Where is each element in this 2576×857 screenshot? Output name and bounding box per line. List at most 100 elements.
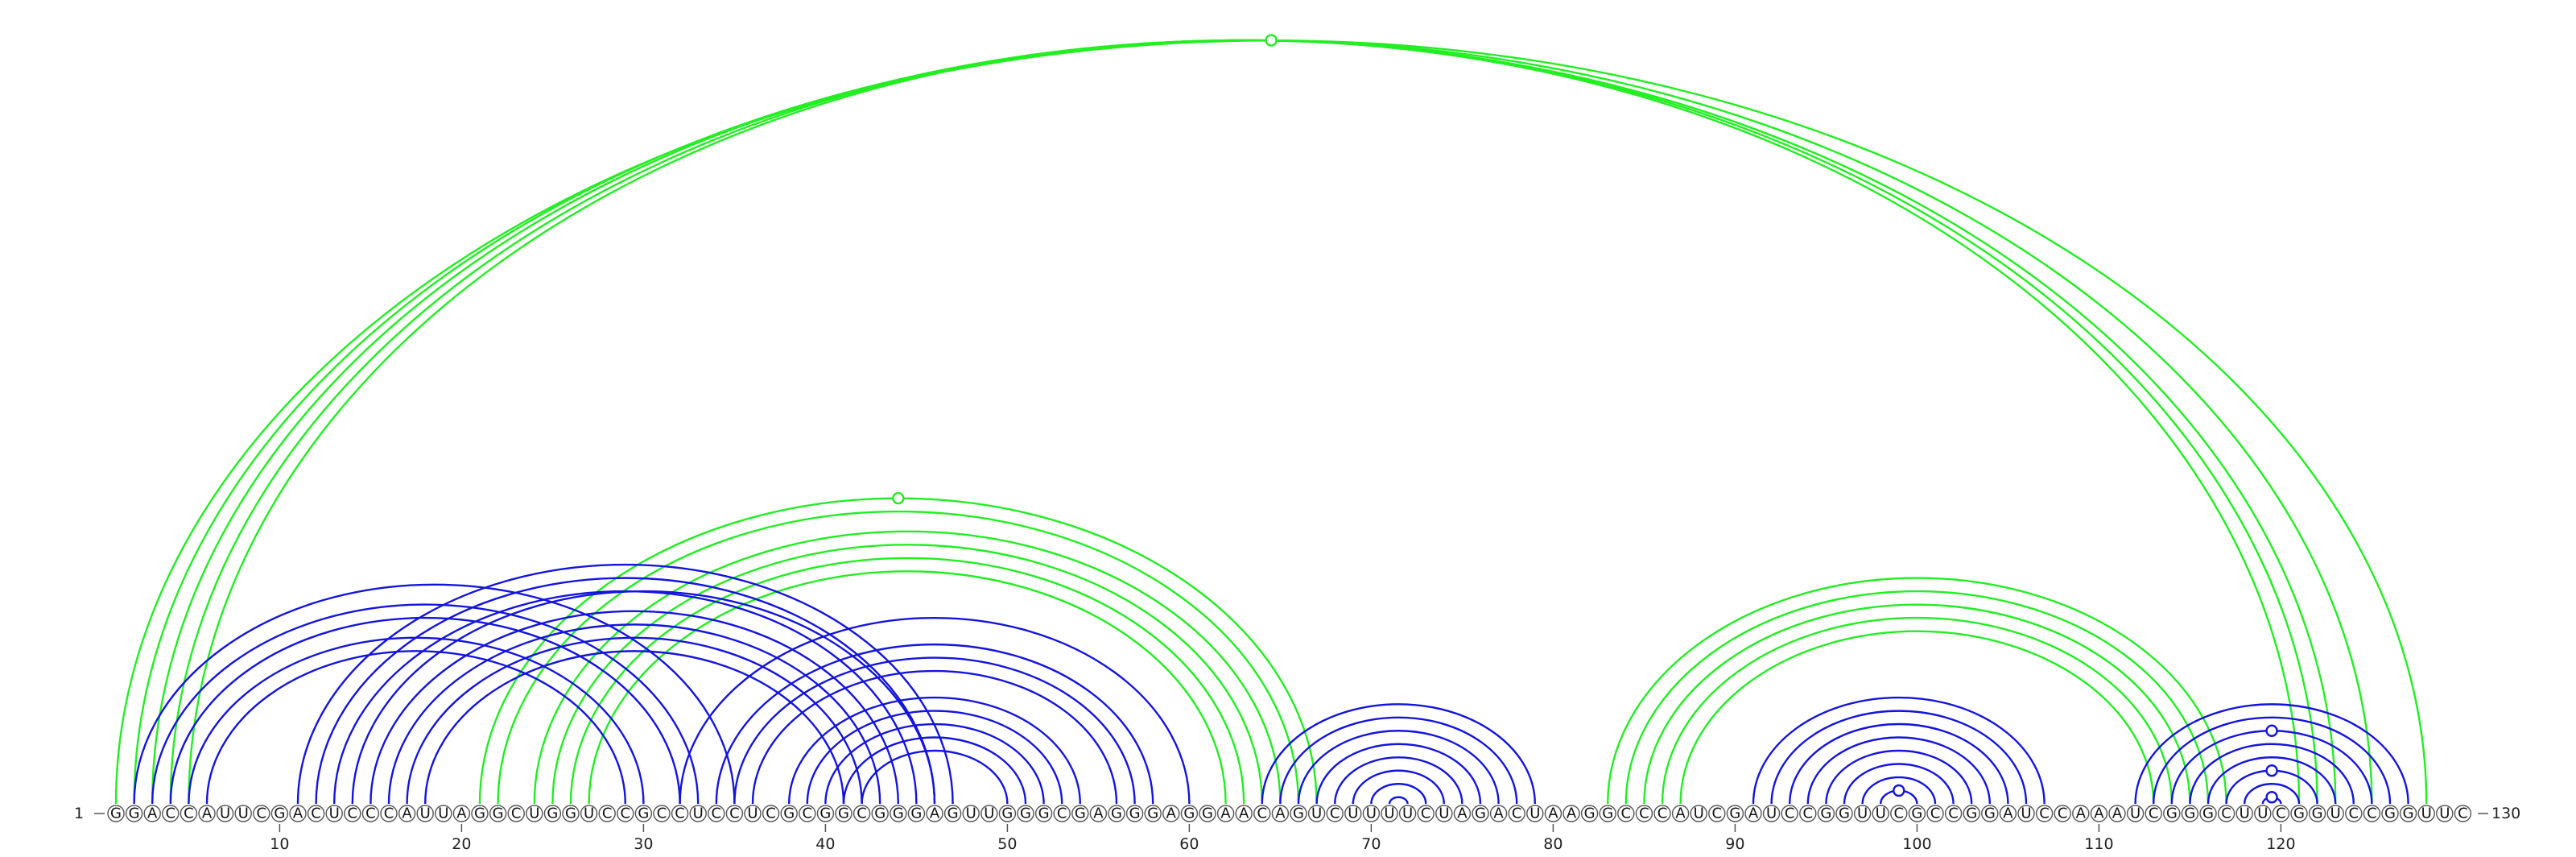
nucleotide: G bbox=[1835, 805, 1853, 822]
nucleotide-letter: A bbox=[1093, 805, 1104, 822]
nucleotide: U bbox=[2017, 805, 2035, 822]
arc-markers bbox=[892, 34, 2278, 804]
nucleotide-letter: G bbox=[2312, 805, 2323, 822]
nucleotide-letter: G bbox=[893, 805, 904, 822]
nucleotide-letter: C bbox=[2058, 805, 2068, 822]
nucleotide-circle bbox=[2217, 805, 2235, 822]
nucleotide-letter: U bbox=[1876, 805, 1886, 822]
nucleotide: U bbox=[216, 805, 234, 822]
nucleotide: A bbox=[1744, 805, 1762, 822]
nucleotide-circle bbox=[1726, 805, 1744, 822]
nucleotide-letter: G bbox=[947, 805, 959, 822]
nucleotide-circle bbox=[2235, 805, 2253, 822]
nucleotide-circle bbox=[180, 805, 198, 822]
nucleotide: G bbox=[1108, 805, 1125, 822]
nucleotide: U bbox=[2254, 805, 2272, 822]
nucleotide-circle bbox=[1926, 805, 1944, 822]
position-tick-label: 60 bbox=[1179, 835, 1199, 853]
nucleotide-letter: A bbox=[1493, 805, 1504, 822]
nucleotide: G bbox=[1981, 805, 1999, 822]
nucleotide-circle bbox=[526, 805, 543, 822]
nucleotide-letter: C bbox=[602, 805, 613, 822]
nucleotide-letter: G bbox=[274, 805, 285, 822]
nucleotide-letter: G bbox=[1020, 805, 1031, 822]
nucleotide: C bbox=[1708, 805, 1726, 822]
nucleotide-circle bbox=[799, 805, 816, 822]
nucleotide: A bbox=[1453, 805, 1472, 822]
nucleotide: G bbox=[2199, 805, 2217, 822]
nucleotide-letter: C bbox=[257, 805, 267, 822]
position-tick-label: 30 bbox=[634, 835, 653, 853]
nucleotide-circle bbox=[107, 805, 125, 822]
nucleotide: G bbox=[2290, 805, 2308, 822]
nucleotide-letter: C bbox=[311, 805, 321, 822]
nucleotide: G bbox=[2399, 805, 2417, 822]
nucleotide: G bbox=[835, 805, 852, 822]
nucleotide-letter: C bbox=[2367, 805, 2377, 822]
blue-pair-arc bbox=[205, 650, 626, 805]
nucleotide-circle bbox=[1071, 805, 1089, 822]
nucleotide: U bbox=[1526, 805, 1544, 822]
nucleotide: U bbox=[2326, 805, 2344, 822]
nucleotide-letter: G bbox=[819, 805, 831, 822]
green-pair-arc bbox=[1607, 577, 2227, 805]
nucleotide-letter: G bbox=[1839, 805, 1850, 822]
blue-pair-arc bbox=[751, 669, 1118, 805]
nucleotide-circle bbox=[1781, 805, 1798, 822]
nucleotide-letter: A bbox=[402, 805, 412, 822]
nucleotide-letter: U bbox=[220, 805, 230, 822]
nucleotide-circle bbox=[1472, 805, 1489, 822]
nucleotide-letter: U bbox=[693, 805, 704, 822]
nucleotide-letter: G bbox=[1038, 805, 1050, 822]
blue-pair-arc bbox=[1370, 783, 1427, 805]
nucleotide-circle bbox=[1653, 805, 1671, 822]
nucleotide-circle bbox=[1999, 805, 2017, 822]
nucleotide: G bbox=[1290, 805, 1307, 822]
nucleotide: C bbox=[725, 805, 744, 822]
nucleotide-circle bbox=[943, 805, 962, 822]
nucleotide: G bbox=[1034, 805, 1053, 822]
nucleotide-letter: U bbox=[438, 805, 448, 822]
nucleotide-circle bbox=[416, 805, 434, 822]
nucleotide-circle bbox=[216, 805, 234, 822]
nucleotide-circle bbox=[1872, 805, 1889, 822]
nucleotide-circle bbox=[708, 805, 725, 822]
nucleotide-letter: G bbox=[1001, 805, 1013, 822]
nucleotide-circle bbox=[1799, 805, 1817, 822]
nucleotide-letter: G bbox=[565, 805, 576, 822]
nucleotide-circle bbox=[1053, 805, 1071, 822]
nucleotide: C bbox=[1326, 805, 1344, 822]
nucleotide: G bbox=[2381, 805, 2399, 822]
nucleotide: A bbox=[198, 805, 216, 822]
nucleotide: C bbox=[799, 805, 816, 822]
nucleotide-letter: C bbox=[384, 805, 394, 822]
nucleotide: G bbox=[1199, 805, 1216, 822]
nucleotide-circle bbox=[2035, 805, 2054, 822]
arc-marker-circle bbox=[2265, 724, 2278, 737]
blue-pair-arc bbox=[733, 656, 1136, 805]
nucleotide-letter: A bbox=[1567, 805, 1577, 822]
nucleotide-letter: A bbox=[1457, 805, 1468, 822]
nucleotide: G bbox=[471, 805, 489, 822]
nucleotide-circle bbox=[325, 805, 343, 822]
nucleotide: G bbox=[1125, 805, 1144, 822]
nucleotide-letter: U bbox=[1384, 805, 1394, 822]
blue-pair-arc bbox=[1261, 703, 1536, 805]
nucleotide: A bbox=[1671, 805, 1690, 822]
nucleotide-circle bbox=[1835, 805, 1853, 822]
nucleotide-circle bbox=[2181, 805, 2199, 822]
nucleotide: A bbox=[1563, 805, 1580, 822]
position-tick-label: 10 bbox=[270, 835, 289, 853]
nucleotide: U bbox=[2126, 805, 2145, 822]
nucleotide-letter: C bbox=[1057, 805, 1067, 822]
nucleotide: A bbox=[398, 805, 416, 822]
nucleotide-circle bbox=[562, 805, 580, 822]
arc-marker-circle bbox=[2265, 791, 2278, 804]
nucleotide-circle bbox=[1290, 805, 1307, 822]
nucleotide-letter: C bbox=[1330, 805, 1340, 822]
nucleotide: C bbox=[2035, 805, 2054, 822]
nucleotide-letter: C bbox=[1894, 805, 1905, 822]
nucleotide-circle bbox=[198, 805, 216, 822]
nucleotide: C bbox=[180, 805, 198, 822]
nucleotide: C bbox=[2454, 805, 2472, 822]
